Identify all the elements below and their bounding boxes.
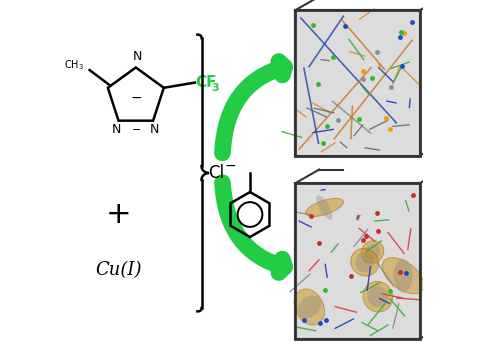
Ellipse shape (363, 281, 392, 312)
Text: Cu(I): Cu(I) (96, 261, 142, 279)
Text: Cl: Cl (208, 164, 224, 182)
Text: $-$: $-$ (131, 123, 141, 133)
Ellipse shape (298, 295, 322, 318)
Ellipse shape (394, 259, 412, 293)
Ellipse shape (294, 289, 324, 325)
Ellipse shape (364, 244, 380, 260)
Ellipse shape (350, 248, 378, 276)
FancyBboxPatch shape (295, 10, 420, 156)
Text: N: N (133, 50, 142, 63)
Text: CH$_3$: CH$_3$ (64, 58, 84, 72)
Ellipse shape (382, 257, 424, 294)
Ellipse shape (367, 286, 388, 307)
Text: N: N (150, 123, 160, 136)
Polygon shape (295, 10, 420, 156)
Text: CF: CF (196, 75, 217, 90)
Ellipse shape (306, 198, 344, 217)
Text: $-$: $-$ (130, 90, 142, 104)
Text: +: + (106, 200, 132, 229)
Text: $-$: $-$ (224, 157, 236, 171)
Ellipse shape (362, 241, 384, 263)
Ellipse shape (356, 252, 374, 272)
Polygon shape (295, 183, 420, 339)
Text: 3: 3 (211, 83, 219, 93)
Text: N: N (112, 123, 122, 136)
Ellipse shape (316, 195, 332, 220)
